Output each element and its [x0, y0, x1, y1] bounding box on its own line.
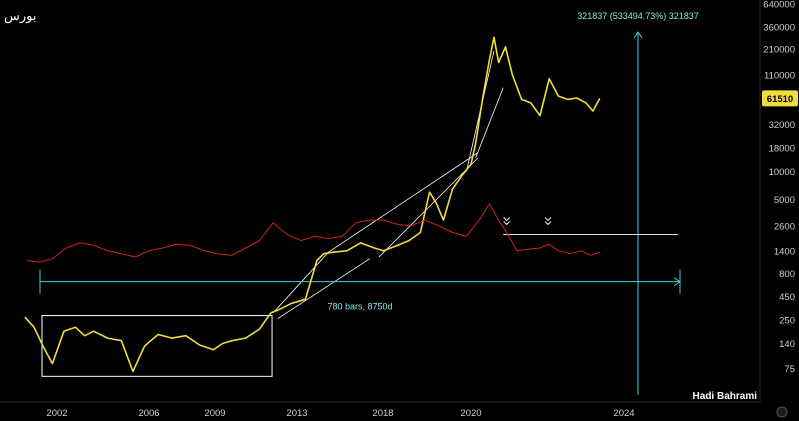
y-axis: 640000 360000 210000 110000 32000 18000 10000 5…	[759, 0, 798, 402]
y-tick-label: 140	[779, 339, 795, 350]
series-layer	[24, 36, 601, 373]
y-tick-label: 450	[779, 292, 795, 303]
chart-title: بورس	[4, 8, 36, 24]
y-tick-label: 75	[784, 364, 795, 375]
y-tick-label: 800	[779, 269, 795, 280]
peak-marker-icon	[503, 217, 511, 226]
y-tick-label: 18000	[769, 143, 795, 154]
y-tick-label: 640000	[763, 0, 795, 11]
price-series-line[interactable]	[24, 36, 601, 373]
channel-line[interactable]	[475, 87, 504, 159]
y-tick-label: 5000	[774, 195, 795, 206]
y-tick-label: 210000	[763, 44, 795, 55]
x-tick-label: 2018	[372, 408, 393, 419]
drawing-layer	[39, 31, 681, 395]
price-range-arrow	[633, 31, 643, 39]
current-price-badge	[762, 90, 798, 107]
y-tick-label: 1400	[774, 246, 795, 257]
range-box[interactable]	[41, 315, 273, 377]
x-tick-label: 2024	[613, 408, 634, 419]
y-tick-label: 250	[779, 316, 795, 327]
current-price-label: 61510	[767, 94, 793, 105]
channel-line[interactable]	[272, 251, 329, 314]
y-tick-label: 10000	[769, 167, 795, 178]
auto-scale-icon[interactable]	[776, 406, 788, 418]
channel-line[interactable]	[378, 157, 479, 258]
x-tick-label: 2020	[460, 408, 481, 419]
x-axis: 2002 2006 2009 2013 2018 2020 2024	[0, 401, 760, 419]
x-tick-label: 2002	[46, 408, 67, 419]
price-range-label: 321837 (533494.73%) 321837	[577, 11, 699, 21]
channel-line[interactable]	[328, 152, 479, 253]
y-tick-label: 360000	[763, 23, 795, 34]
date-range-arrow	[673, 277, 681, 287]
y-tick-label: 32000	[769, 120, 795, 131]
date-range-label: 780 bars, 8750d	[327, 302, 392, 312]
x-tick-label: 2009	[204, 408, 225, 419]
ratio-series-line[interactable]	[27, 203, 600, 263]
y-tick-label: 2600	[774, 221, 795, 232]
channel-line[interactable]	[277, 258, 371, 319]
x-tick-label: 2013	[286, 408, 307, 419]
x-tick-label: 2006	[138, 408, 159, 419]
label-layer: بورس Hadi Bahrami 321837 (533494.73%) 3218…	[4, 8, 788, 418]
y-tick-label: 110000	[764, 70, 795, 81]
author-watermark: Hadi Bahrami	[693, 391, 758, 402]
peak-marker-icon	[544, 217, 552, 226]
